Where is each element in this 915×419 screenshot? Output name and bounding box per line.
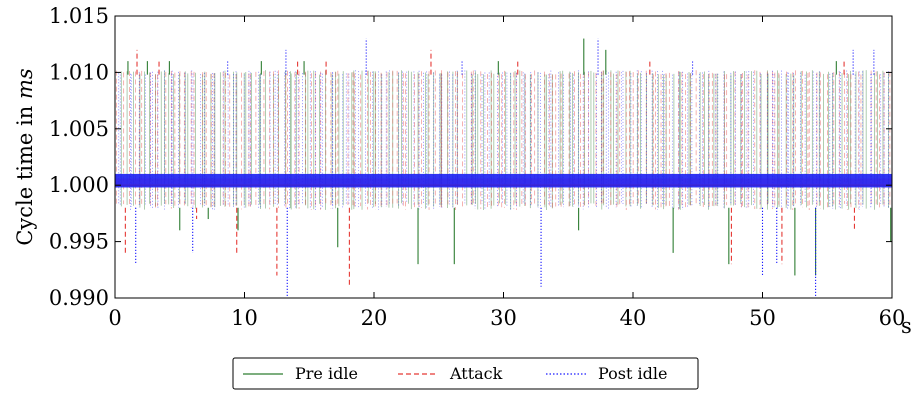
- y-tick-label: 1.005: [49, 117, 109, 141]
- y-tick-label: 1.015: [49, 4, 109, 28]
- legend: Pre idle Attack Post idle: [232, 357, 699, 390]
- y-tick-label: 0.990: [49, 286, 109, 310]
- series-spikes-0: [127, 38, 892, 276]
- y-axis-label-text: Cycle time in: [13, 106, 37, 246]
- x-tick-label: 20: [361, 306, 388, 330]
- x-tick-label: 0: [108, 306, 121, 330]
- x-tick-label: 50: [749, 306, 776, 330]
- spike-layer: [124, 38, 892, 298]
- y-tick-label: 0.995: [49, 230, 109, 254]
- y-tick-label: 1.000: [49, 173, 109, 197]
- legend-label: Attack: [449, 364, 503, 383]
- x-tick-label: 40: [620, 306, 647, 330]
- series-spikes-1: [124, 49, 856, 287]
- legend-box: [232, 357, 699, 390]
- nominal-band-layer: [115, 70, 892, 211]
- y-axis-label: Cycle time in ms: [13, 68, 37, 246]
- x-tick-label: 30: [490, 306, 517, 330]
- series-band-2: [115, 173, 892, 188]
- legend-label: Post idle: [598, 364, 667, 383]
- y-tick-label: 1.010: [49, 60, 109, 84]
- series-texture-2: [118, 70, 889, 211]
- nominal-band-2: [115, 173, 892, 188]
- x-axis-unit: s: [901, 314, 912, 338]
- plot-frame: [114, 15, 893, 299]
- legend-label: Pre idle: [295, 364, 358, 383]
- axis-ticks: 0 10 20 30 40 50 60 0.990 0.995 1.000 1.005 1.010 1.…: [49, 4, 905, 330]
- series-spikes-2: [135, 38, 875, 298]
- plot-area: [115, 38, 892, 298]
- x-tick-label: 10: [231, 306, 258, 330]
- y-axis-label-unit: ms: [13, 68, 37, 99]
- x-tick-label: 60: [879, 306, 906, 330]
